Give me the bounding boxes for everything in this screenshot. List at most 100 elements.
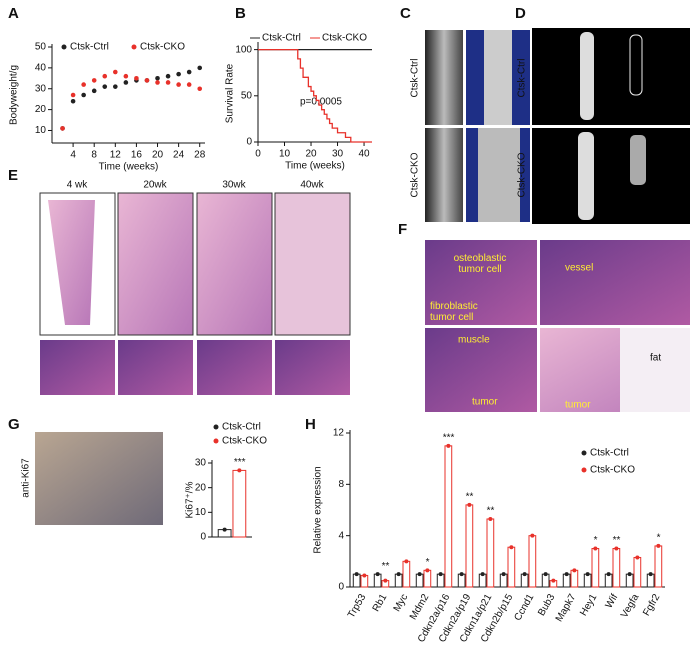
significance-label: **	[487, 506, 495, 517]
panel-f-images: osteoblastic tumor cell vessel fibroblast…	[425, 240, 690, 412]
data-point	[113, 69, 118, 75]
x-axis-title: Time (weeks)	[99, 162, 159, 173]
x-tick-label: 24	[173, 150, 185, 161]
fat-region	[620, 328, 690, 412]
panel-label: B	[235, 5, 246, 22]
significance-label: ***	[443, 432, 455, 443]
bar-dot	[375, 572, 380, 577]
data-point	[176, 82, 181, 87]
legend-swatch	[213, 424, 219, 430]
image-label: 40wk	[300, 180, 324, 191]
bone-image	[532, 28, 690, 125]
image-label: tumor	[472, 397, 498, 408]
data-point	[155, 80, 160, 85]
bar-dot	[362, 573, 367, 578]
histology-image	[196, 192, 273, 336]
data-point	[134, 76, 139, 81]
significance-label: **	[613, 535, 621, 546]
image-label: fat	[650, 353, 661, 364]
legend-swatch	[213, 438, 219, 444]
histology-image	[540, 240, 690, 325]
significance-label: *	[426, 557, 430, 568]
data-point	[176, 71, 181, 77]
image-label: 20wk	[143, 180, 167, 191]
x-tick-label: 16	[131, 150, 143, 161]
bone-shape	[630, 135, 646, 185]
histology-image	[40, 340, 115, 395]
bar-dot	[585, 572, 590, 577]
data-point	[165, 80, 171, 85]
y-tick-label: 4	[338, 530, 344, 541]
data-point	[155, 76, 160, 81]
histology-image	[275, 340, 350, 395]
bar-dot	[467, 502, 472, 507]
x-tick-label: Hey1	[578, 592, 599, 618]
image-label: Ctsk-Ctrl	[410, 59, 421, 98]
x-tick-label: 20	[152, 150, 164, 161]
bar-dot	[438, 572, 443, 577]
bar	[486, 518, 495, 588]
bar-dot	[488, 516, 493, 521]
y-tick-label: 0	[200, 532, 206, 543]
bar-dot	[354, 572, 359, 577]
image-label: Ctsk-CKO	[517, 152, 528, 197]
data-point	[123, 80, 129, 85]
significance-label: **	[466, 492, 474, 503]
bar-dot	[501, 572, 506, 577]
legend-swatch	[61, 44, 67, 50]
data-point	[60, 126, 65, 131]
bar-dot	[606, 572, 611, 577]
bar-dot	[572, 568, 577, 573]
image-label: osteoblastic tumor cell	[454, 253, 507, 275]
legend-label: Ctsk-Ctrl	[590, 448, 629, 459]
legend-label: Ctsk-Ctrl	[262, 33, 301, 44]
legend-swatch	[581, 467, 587, 473]
bar-dot	[396, 572, 401, 577]
panel-c-images: Ctsk-Ctrl Ctsk-CKO	[410, 30, 530, 222]
data-point	[186, 82, 192, 87]
bar-dot	[543, 572, 548, 577]
panel-labels: A B C D E F G H	[8, 5, 526, 433]
x-tick-label: 0	[255, 149, 261, 160]
image-label: fibroblastic tumor cell	[430, 301, 478, 323]
panel-label: C	[400, 5, 411, 22]
bar	[570, 569, 579, 588]
panel-label: H	[305, 416, 316, 433]
bar-dot	[648, 572, 653, 577]
xray-image	[425, 30, 463, 125]
image-label: anti-Ki67	[21, 458, 32, 498]
y-tick-label: 20	[195, 482, 207, 493]
histology-image	[117, 192, 194, 336]
image-label: Ctsk-CKO	[410, 152, 421, 197]
survival-line	[258, 48, 372, 143]
x-tick-label: 20	[305, 149, 317, 160]
y-tick-label: 30	[35, 83, 47, 94]
x-tick-label: 12	[110, 150, 122, 161]
histology-image	[425, 240, 537, 325]
x-tick-label: Wif	[604, 592, 621, 610]
histology-image	[425, 328, 537, 412]
bar-dot	[627, 572, 632, 577]
bar	[633, 556, 642, 588]
data-point	[197, 65, 203, 71]
data-point	[144, 78, 150, 83]
bone-shape	[580, 32, 594, 120]
y-tick-label: 20	[35, 104, 47, 115]
bar	[612, 548, 621, 588]
y-tick-label: 30	[195, 458, 207, 469]
x-tick-label: Vegfa	[619, 592, 642, 620]
bar	[402, 560, 411, 588]
legend-label: Ctsk-Ctrl	[222, 422, 261, 433]
y-tick-label: 8	[338, 479, 344, 490]
bar	[654, 545, 663, 588]
y-tick-label: 40	[35, 63, 47, 74]
image-label: vessel	[565, 263, 593, 274]
significance-label: ***	[234, 457, 246, 468]
annotation: p=0.0005	[300, 97, 342, 108]
x-tick-label: Ccnd1	[512, 592, 536, 623]
y-tick-label: 0	[338, 582, 344, 593]
bar-dot	[404, 559, 409, 564]
bar-dot	[656, 543, 661, 548]
image-label: muscle	[458, 335, 490, 346]
